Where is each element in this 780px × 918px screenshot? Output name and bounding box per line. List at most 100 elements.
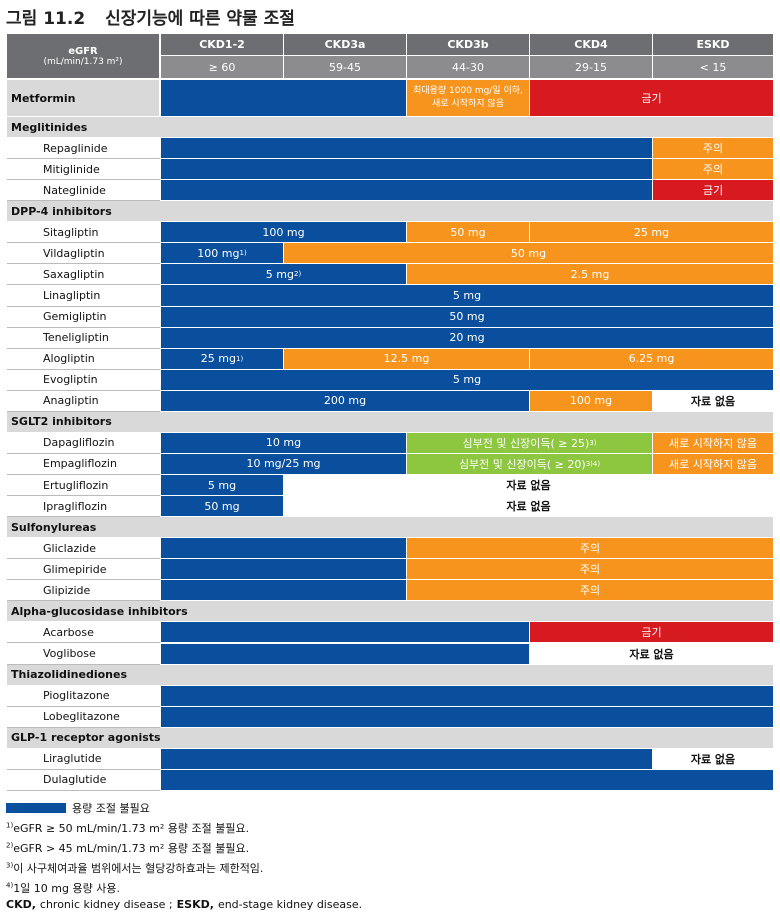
group-header: DPP-4 inhibitors <box>7 201 773 222</box>
dose-cell <box>161 180 652 201</box>
dose-cell: 100 mg <box>530 390 652 411</box>
dose-cell <box>161 580 406 601</box>
stage-range: 59-45 <box>284 56 406 78</box>
cell-text: 금기 <box>641 92 662 105</box>
cell-text: 50 mg <box>450 225 486 239</box>
dose-cell <box>161 159 652 180</box>
cell-text: 금기 <box>641 626 662 640</box>
legend-text: 용량 조절 불필요 <box>72 802 150 815</box>
drug-name: Metformin <box>7 80 159 116</box>
footnote-mark: 4) <box>6 881 14 890</box>
cell-text: 주의 <box>702 142 724 156</box>
cell-text: 5 mg <box>452 288 482 302</box>
cell-text: 50 mg <box>510 246 547 260</box>
dose-cell: 새로 시작하지 않음 <box>653 432 773 453</box>
drug-name: Sitagliptin <box>7 222 160 244</box>
dose-cell: 금기 <box>530 622 773 643</box>
stage-name: CKD1-2 <box>161 34 283 55</box>
group-header: Meglitinides <box>7 117 773 138</box>
stage-range: < 15 <box>653 56 773 78</box>
group-header: GLP-1 receptor agonists <box>7 727 773 748</box>
cell-line: 최대용량 1000 mg/일 이하, <box>413 86 523 96</box>
drug-name: Ipragliflozin <box>7 496 160 518</box>
dose-cell: 금기 <box>530 80 773 116</box>
abbrev-term: ESKD, <box>176 898 214 911</box>
dose-cell: 심부전 및 신장이득( ≥ 25) 3) <box>407 432 652 453</box>
dose-cell: 5 mg <box>161 475 283 496</box>
drug-name: Ertugliflozin <box>7 475 160 497</box>
cell-text: 주의 <box>579 542 601 556</box>
stage-range: ≥ 60 <box>161 56 283 78</box>
cell-text: 10 mg/25 mg <box>246 457 321 471</box>
footnote-mark: 3) <box>6 861 14 870</box>
stage-name: ESKD <box>653 34 773 55</box>
cell-footnote: 1) <box>239 249 247 258</box>
cell-text: 심부전 및 신장이득( ≥ 20) <box>458 457 586 471</box>
cell-text: 금기 <box>702 184 724 198</box>
dose-cell <box>161 706 773 727</box>
figure-text: 신장기능에 따른 약물 조절 <box>105 9 295 29</box>
abbrev-term: CKD, <box>6 898 36 911</box>
dose-cell: 주의 <box>407 559 773 580</box>
drug-name: Gliclazide <box>7 538 160 560</box>
cell-text: 25 mg <box>633 225 670 239</box>
dose-cell: 주의 <box>407 538 773 559</box>
drug-name: Nateglinide <box>7 180 160 202</box>
dose-cell: 자료 없음 <box>653 390 773 411</box>
drug-name: Empagliflozin <box>7 454 160 475</box>
cell-text: 주의 <box>579 563 601 577</box>
egfr-unit: (mL/min/1.73 m²) <box>43 56 123 67</box>
drug-name: Saxagliptin <box>7 264 160 286</box>
dose-cell: 50 mg <box>161 306 773 327</box>
cell-line: 새로 시작하지 않음 <box>432 99 504 109</box>
stage-range: 29-15 <box>530 56 652 78</box>
dose-cell: 50 mg <box>407 222 529 243</box>
dose-cell <box>161 643 529 664</box>
cell-footnote: 2) <box>294 270 302 279</box>
footnote-mark: 2) <box>6 841 14 850</box>
dose-cell: 50 mg <box>284 243 773 264</box>
dose-cell: 자료 없음 <box>530 643 773 664</box>
cell-text: 100 mg <box>197 246 240 260</box>
cell-text: 20 mg <box>449 331 485 345</box>
cell-text: 5 mg <box>207 478 237 492</box>
cell-text: 50 mg <box>449 310 485 324</box>
dose-cell: 25 mg 1) <box>161 348 283 369</box>
dose-cell: 100 mg <box>161 222 406 243</box>
drug-name: Dapagliflozin <box>7 433 160 454</box>
legend: 용량 조절 불필요 <box>6 800 150 816</box>
cell-text: 10 mg <box>265 436 302 450</box>
cell-text: 새로 시작하지 않음 <box>669 457 757 471</box>
dose-cell: 2.5 mg <box>407 264 773 285</box>
footnote-text: 1일 10 mg 용량 사용. <box>13 882 120 895</box>
stage-range: 44-30 <box>407 56 529 78</box>
dose-cell: 25 mg <box>530 222 773 243</box>
cell-text: 자료 없음 <box>506 500 551 514</box>
cell-text: 자료 없음 <box>690 752 736 766</box>
legend-swatch <box>6 803 66 813</box>
drug-name: Evogliptin <box>7 370 160 391</box>
cell-footnote: 1) <box>236 354 244 363</box>
group-header: Thiazolidinediones <box>7 664 773 685</box>
cell-text: 5 mg <box>452 373 482 387</box>
figure-title: 그림 11.2 신장기능에 따른 약물 조절 <box>6 4 295 29</box>
dose-cell: 50 mg <box>161 496 283 517</box>
dose-cell: 자료 없음 <box>284 475 773 496</box>
stage-name: CKD3a <box>284 34 406 55</box>
footnote-text: 이 사구체여과율 범위에서는 혈당강하효과는 제한적임. <box>13 862 264 875</box>
drug-name: Liraglutide <box>7 749 160 770</box>
cell-text: 5 mg <box>265 267 294 281</box>
stage-name: CKD3b <box>407 34 529 55</box>
dose-cell: 10 mg/25 mg <box>161 453 406 474</box>
drug-name: Anagliptin <box>7 391 160 412</box>
cell-text: 심부전 및 신장이득( ≥ 25) <box>462 436 590 450</box>
cell-text: 자료 없음 <box>629 647 674 661</box>
cell-footnote: 3)4) <box>585 459 601 468</box>
group-header: Alpha-glucosidase inhibitors <box>7 601 773 622</box>
dose-cell: 심부전 및 신장이득( ≥ 20) 3)4) <box>407 453 652 474</box>
drug-name: Glipizide <box>7 580 160 602</box>
drug-name: Teneligliptin <box>7 328 160 349</box>
footnote: 1)eGFR ≥ 50 mL/min/1.73 m² 용량 조절 불필요. <box>6 820 249 836</box>
footnote: 4)1일 10 mg 용량 사용. <box>6 880 120 896</box>
